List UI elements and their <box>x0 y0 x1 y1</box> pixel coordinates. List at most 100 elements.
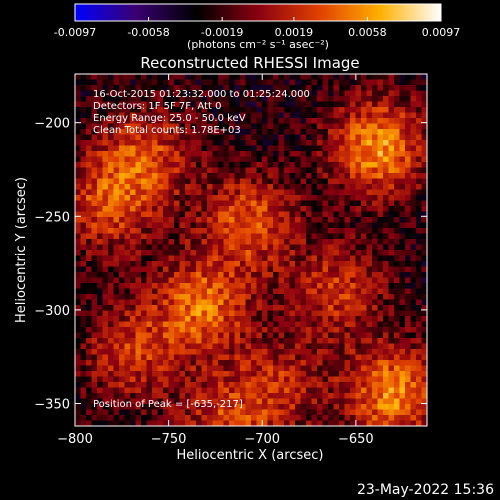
heatmap-cell <box>113 332 120 339</box>
heatmap-cell <box>108 404 114 410</box>
heatmap-cell <box>185 178 191 185</box>
heatmap-cell <box>306 162 312 168</box>
heatmap-cell <box>311 288 318 295</box>
heatmap-cell <box>174 244 180 251</box>
heatmap-cell <box>383 255 389 262</box>
heatmap-cell <box>212 244 219 251</box>
heatmap-cell <box>130 365 136 372</box>
heatmap-cell <box>317 239 323 245</box>
heatmap-cell <box>163 195 169 201</box>
heatmap-cell <box>361 112 367 119</box>
heatmap-cell <box>350 90 356 97</box>
heatmap-cell <box>377 112 384 119</box>
heatmap-cell <box>190 79 197 86</box>
heatmap-cell <box>141 294 147 300</box>
heatmap-cell <box>344 266 351 273</box>
heatmap-cell <box>86 200 92 207</box>
heatmap-cell <box>86 332 92 339</box>
heatmap-cell <box>383 305 389 311</box>
heatmap-cell <box>278 156 285 163</box>
heatmap-cell <box>157 272 164 278</box>
heatmap-cell <box>190 118 197 124</box>
heatmap-cell <box>124 371 131 377</box>
heatmap-cell <box>201 327 208 333</box>
heatmap-cell <box>410 349 417 355</box>
heatmap-cell <box>394 195 400 201</box>
heatmap-cell <box>399 244 406 251</box>
heatmap-cell <box>141 123 147 130</box>
heatmap-cell <box>168 382 175 388</box>
heatmap-cell <box>119 321 125 328</box>
heatmap-cell <box>108 415 114 421</box>
heatmap-cell <box>229 211 235 218</box>
heatmap-cell <box>311 250 318 256</box>
heatmap-cell <box>300 101 307 108</box>
heatmap-cell <box>273 162 279 168</box>
heatmap-cell <box>141 277 147 284</box>
heatmap-cell <box>130 167 136 174</box>
heatmap-cell <box>273 283 279 289</box>
heatmap-cell <box>328 310 334 317</box>
heatmap-cell <box>157 365 164 372</box>
heatmap-cell <box>278 332 285 339</box>
heatmap-cell <box>152 101 158 108</box>
heatmap-cell <box>383 404 389 410</box>
heatmap-cell <box>108 184 114 190</box>
heatmap-cell <box>157 156 164 163</box>
heatmap-cell <box>372 277 378 284</box>
heatmap-cell <box>350 354 356 361</box>
heatmap-cell <box>388 96 395 102</box>
heatmap-cell <box>333 90 340 97</box>
heatmap-cell <box>284 184 290 190</box>
heatmap-cell <box>366 74 373 80</box>
heatmap-cell <box>179 162 186 168</box>
heatmap-cell <box>234 167 241 174</box>
heatmap-cell <box>146 305 153 311</box>
heatmap-cell <box>201 134 208 141</box>
heatmap-cell <box>102 85 109 91</box>
heatmap-cell <box>394 420 400 427</box>
heatmap-cell <box>119 200 125 207</box>
heatmap-cell <box>388 310 395 317</box>
heatmap-cell <box>322 156 329 163</box>
heatmap-cell <box>119 228 125 234</box>
heatmap-cell <box>218 365 224 372</box>
heatmap-cell <box>388 85 395 91</box>
heatmap-cell <box>383 365 389 372</box>
heatmap-cell <box>372 299 378 306</box>
heatmap-cell <box>344 211 351 218</box>
heatmap-cell <box>234 393 241 399</box>
heatmap-cell <box>405 145 411 152</box>
heatmap-cell <box>130 415 136 421</box>
heatmap-cell <box>229 162 235 168</box>
heatmap-cell <box>185 145 191 152</box>
heatmap-cell <box>355 343 362 350</box>
heatmap-cell <box>328 387 334 394</box>
heatmap-cell <box>179 277 186 284</box>
heatmap-cell <box>361 244 367 251</box>
heatmap-cell <box>306 277 312 284</box>
heatmap-cell <box>284 145 290 152</box>
heatmap-cell <box>333 277 340 284</box>
heatmap-cell <box>223 123 230 130</box>
heatmap-cell <box>317 316 323 322</box>
heatmap-cell <box>300 189 307 196</box>
heatmap-cell <box>223 134 230 141</box>
heatmap-cell <box>256 327 263 333</box>
heatmap-cell <box>344 173 351 179</box>
heatmap-cell <box>300 338 307 344</box>
heatmap-cell <box>91 151 98 157</box>
heatmap-cell <box>152 371 158 377</box>
heatmap-cell <box>102 167 109 174</box>
heatmap-cell <box>355 283 362 289</box>
heatmap-cell <box>207 112 213 119</box>
heatmap-cell <box>196 206 202 212</box>
heatmap-cell <box>108 74 114 80</box>
heatmap-cell <box>416 354 422 361</box>
heatmap-cell <box>300 327 307 333</box>
heatmap-cell <box>185 233 191 240</box>
heatmap-cell <box>157 233 164 240</box>
heatmap-cell <box>289 74 296 80</box>
heatmap-cell <box>339 420 345 427</box>
heatmap-cell <box>251 112 257 119</box>
